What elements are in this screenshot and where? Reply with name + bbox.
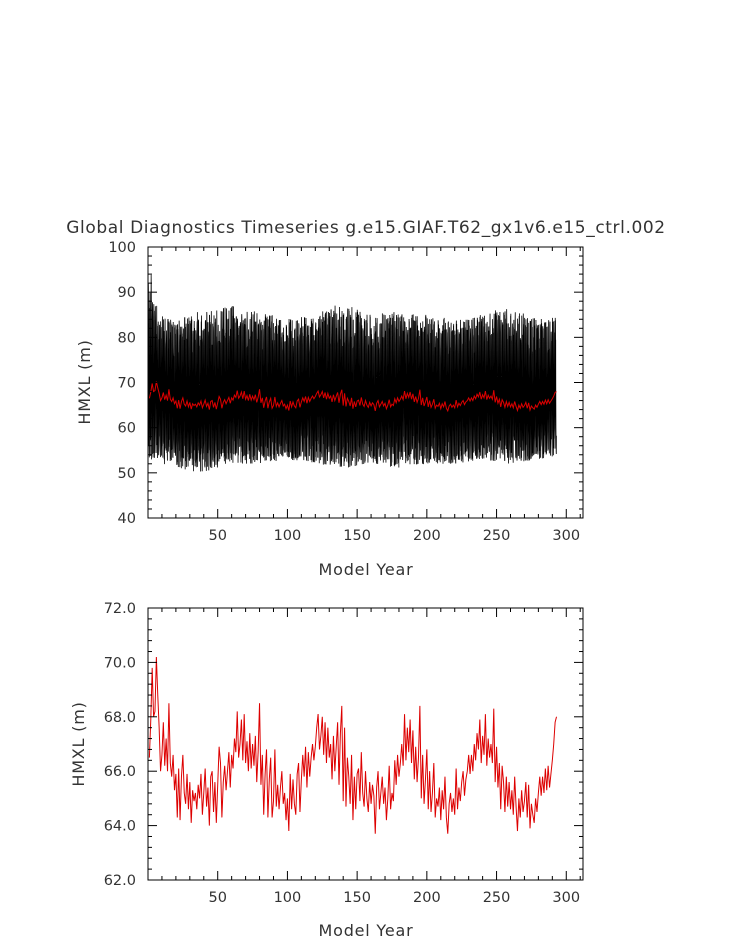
chart-title: Global Diagnostics Timeseries g.e15.GIAF…	[66, 218, 665, 238]
annual-mean-line-top	[148, 381, 557, 413]
x-tick-label: 100	[274, 890, 302, 906]
y-tick-label: 72.0	[104, 601, 136, 617]
x-tick-label: 250	[483, 528, 511, 544]
bottom-plot-frame	[147, 607, 584, 881]
top-timeseries-panel: 50 100 150 200 250 300 40 50 60 70 80 90 100 Model Y…	[75, 240, 584, 579]
x-tick-label: 50	[208, 890, 226, 906]
y-tick-label: 100	[108, 240, 136, 256]
top-series-layer	[147, 274, 557, 472]
y-tick-label: 66.0	[104, 764, 136, 780]
bottom-series-layer	[148, 656, 557, 834]
x-tick-label: 300	[552, 890, 580, 906]
top-x-axis-label: Model Year	[319, 560, 414, 579]
y-tick-label: 70.0	[104, 655, 136, 671]
top-y-axis-label: HMXL (m)	[75, 339, 94, 424]
y-tick-label: 90	[118, 285, 136, 301]
x-tick-label: 50	[208, 528, 226, 544]
bottom-x-axis-label: Model Year	[319, 921, 414, 940]
x-tick-label: 100	[274, 528, 302, 544]
y-tick-label: 62.0	[104, 873, 136, 889]
y-tick-label: 70	[118, 376, 136, 392]
x-tick-label: 200	[413, 890, 441, 906]
y-tick-label: 64.0	[104, 819, 136, 835]
bottom-y-axis-label: HMXL (m)	[69, 701, 88, 786]
x-tick-label: 300	[552, 528, 580, 544]
x-tick-label: 250	[483, 890, 511, 906]
annual-mean-line	[148, 656, 557, 834]
x-tick-label: 150	[343, 890, 371, 906]
y-tick-label: 68.0	[104, 710, 136, 726]
bottom-axes: 50 100 150 200 250 300 62.0 64.0 66.0 68.0 70.0 72.…	[104, 601, 583, 906]
y-tick-label: 60	[118, 421, 136, 437]
x-tick-label: 200	[413, 528, 441, 544]
x-tick-label: 150	[343, 528, 371, 544]
monthly-series-line	[147, 274, 557, 472]
y-tick-label: 40	[118, 511, 136, 527]
top-axes: 50 100 150 200 250 300 40 50 60 70 80 90 100	[108, 240, 583, 544]
bottom-annual-panel: 50 100 150 200 250 300 62.0 64.0 66.0 68.0 70.0 72.…	[69, 601, 584, 940]
y-tick-label: 50	[118, 466, 136, 482]
y-tick-label: 80	[118, 330, 136, 346]
